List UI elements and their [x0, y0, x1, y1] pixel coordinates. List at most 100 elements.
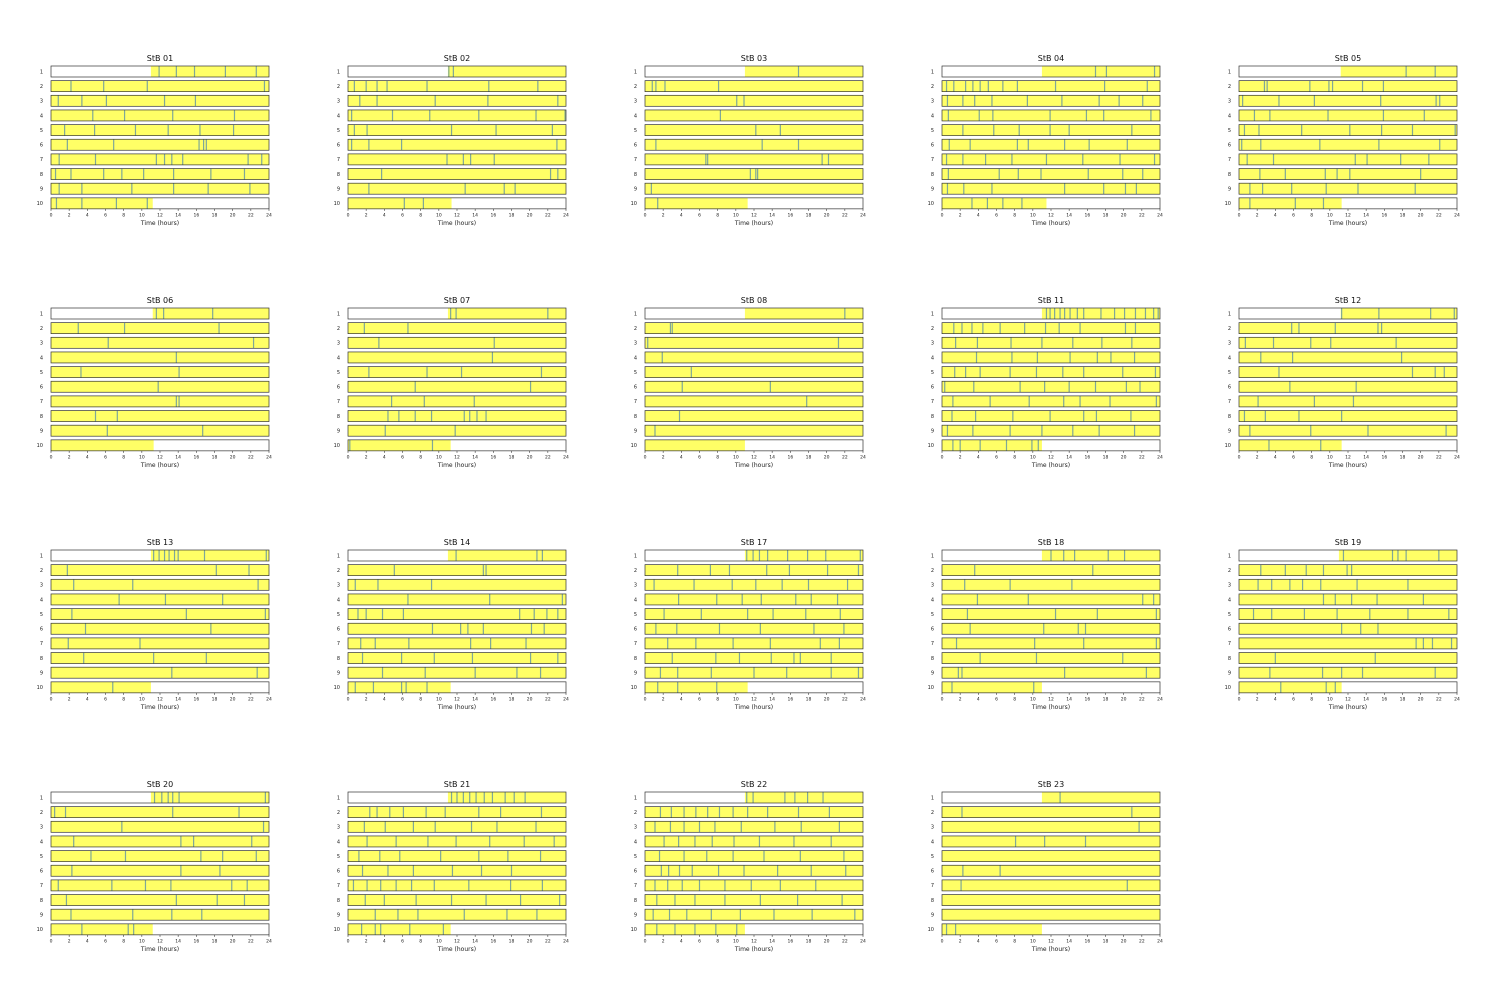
row-frame — [50, 608, 270, 620]
event-mark — [846, 579, 849, 591]
event-mark — [470, 637, 472, 649]
x-tick-label: 4 — [383, 212, 386, 218]
event-mark — [813, 623, 815, 635]
event-mark — [830, 667, 832, 679]
event-mark — [391, 395, 393, 407]
row-frame — [50, 652, 270, 664]
active-span — [744, 550, 863, 561]
event-mark — [993, 124, 995, 136]
event-mark — [1059, 792, 1061, 803]
event-mark — [946, 425, 949, 437]
x-tick-label: 18 — [1103, 696, 1109, 702]
event-mark — [409, 923, 411, 935]
event-mark — [733, 835, 735, 847]
event-mark — [736, 95, 738, 107]
active-span — [348, 850, 566, 862]
event-mark — [973, 381, 975, 393]
row-label: 8 — [40, 898, 43, 904]
row-label: 7 — [931, 641, 934, 647]
row-label: 4 — [634, 355, 637, 361]
row-label: 6 — [337, 869, 340, 875]
row-label: 7 — [40, 883, 43, 889]
event-mark — [953, 80, 955, 92]
x-tick-label: 18 — [212, 454, 218, 460]
event-mark — [403, 197, 405, 209]
active-span — [645, 439, 745, 451]
panel-title: StB 05 — [1335, 54, 1361, 63]
event-mark — [854, 909, 856, 921]
event-mark — [1142, 168, 1144, 180]
event-mark — [395, 835, 397, 847]
event-mark — [755, 124, 757, 136]
event-mark — [1435, 95, 1437, 107]
row-frame — [347, 322, 567, 334]
row-label: 9 — [40, 429, 43, 435]
active-span — [447, 550, 566, 561]
event-mark — [718, 623, 721, 635]
event-mark — [731, 579, 733, 591]
active-span — [348, 425, 566, 437]
active-span — [942, 623, 1160, 635]
event-mark — [1313, 95, 1315, 107]
x-tick-label: 10 — [436, 696, 442, 702]
event-mark — [952, 395, 954, 407]
event-mark — [180, 865, 182, 877]
row-label: 2 — [1228, 84, 1231, 90]
x-tick-label: 20 — [1418, 212, 1424, 218]
x-tick-label: 10 — [1030, 696, 1036, 702]
event-mark — [1360, 623, 1362, 635]
row-frame — [50, 908, 270, 921]
event-mark — [1289, 381, 1291, 393]
event-mark — [400, 652, 403, 664]
event-mark — [1280, 681, 1282, 693]
event-mark — [500, 806, 502, 818]
event-mark — [1002, 197, 1004, 209]
event-mark — [1271, 579, 1273, 591]
event-mark — [724, 894, 726, 906]
x-tick-label: 14 — [1066, 938, 1072, 944]
row-frame — [941, 850, 1161, 862]
event-mark — [478, 806, 480, 818]
row-label: 4 — [337, 839, 340, 845]
event-mark — [1336, 168, 1338, 180]
row-frame — [941, 182, 1161, 195]
row-label: 10 — [334, 443, 340, 449]
event-mark — [1034, 637, 1036, 649]
row-frame — [50, 850, 270, 862]
x-tick-label: 8 — [419, 938, 422, 944]
row-frame — [347, 791, 567, 804]
event-mark — [654, 425, 656, 437]
event-mark — [1301, 124, 1303, 136]
x-tick-label: 12 — [1345, 454, 1351, 460]
x-tick-label: 16 — [1084, 212, 1090, 218]
event-mark — [491, 351, 494, 363]
x-axis-label: Time (hours) — [1031, 946, 1070, 953]
event-mark — [1356, 579, 1358, 591]
row-label: 9 — [337, 187, 340, 193]
event-mark — [659, 806, 662, 818]
event-mark — [1124, 322, 1127, 334]
active-span — [1239, 80, 1457, 92]
row-label: 9 — [40, 671, 43, 677]
row-frame — [1238, 564, 1458, 577]
event-mark — [115, 197, 117, 209]
row-frame — [50, 322, 270, 334]
event-mark — [1376, 593, 1378, 605]
active-span — [1340, 308, 1457, 319]
active-span — [645, 183, 863, 195]
active-span — [348, 153, 566, 165]
event-mark — [1087, 168, 1089, 180]
row-label: 10 — [334, 201, 340, 207]
event-mark — [354, 681, 356, 693]
active-span — [348, 579, 566, 591]
x-tick-label: 22 — [545, 212, 551, 218]
event-mark — [752, 792, 754, 803]
row-label: 10 — [928, 685, 934, 691]
event-mark — [678, 865, 681, 877]
row-frame — [644, 366, 864, 378]
event-mark — [1072, 337, 1074, 349]
event-mark — [975, 410, 977, 422]
x-tick-label: 20 — [1121, 454, 1127, 460]
event-mark — [758, 550, 761, 561]
